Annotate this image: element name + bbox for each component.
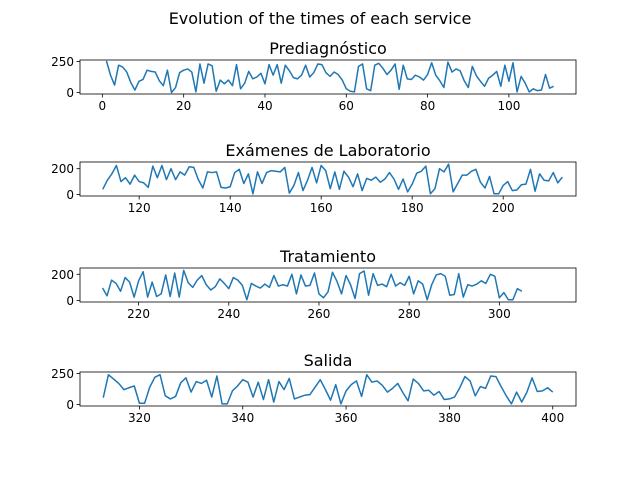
x-tick-label: 240 <box>217 307 240 321</box>
series-line <box>105 60 554 94</box>
figure-suptitle: Evolution of the times of each service <box>169 9 472 28</box>
y-tick-label: 0 <box>66 86 74 100</box>
x-tick-label: 360 <box>335 411 358 425</box>
x-tick-label: 260 <box>308 307 331 321</box>
series-line <box>101 269 523 301</box>
x-tick-label: 280 <box>398 307 421 321</box>
y-tick-label: 0 <box>66 294 74 308</box>
y-tick-label: 200 <box>51 162 74 176</box>
subplot-3: Tratamiento 220 240 260 280 300 0 200 <box>51 247 577 321</box>
x-tick-label: 400 <box>541 411 564 425</box>
series-line <box>102 163 563 195</box>
subplot-title: Tratamiento <box>279 247 376 266</box>
x-tick-label: 40 <box>257 99 272 113</box>
y-tick-label: 250 <box>51 55 74 69</box>
subplot-2: Exámenes de Laboratorio 120 140 160 180 200 0 2… <box>51 141 577 215</box>
x-tick-label: 20 <box>176 99 191 113</box>
y-tick-label: 0 <box>66 398 74 412</box>
y-tick-label: 250 <box>51 367 74 381</box>
subplot-panels: Prediagnóstico 0 20 40 60 80 100 0 250 Exámenes d… <box>51 39 577 425</box>
x-tick-label: 300 <box>488 307 511 321</box>
x-tick-label: 320 <box>128 411 151 425</box>
subplot-1: Prediagnóstico 0 20 40 60 80 100 0 250 <box>51 39 577 113</box>
axes-frame <box>79 267 577 303</box>
x-tick-label: 0 <box>99 99 107 113</box>
x-tick-label: 200 <box>492 201 515 215</box>
x-tick-label: 340 <box>231 411 254 425</box>
subplot-title: Salida <box>304 351 353 370</box>
series-line <box>102 373 554 405</box>
x-tick-label: 80 <box>420 99 435 113</box>
axes-frame <box>79 371 577 407</box>
y-tick-label: 0 <box>66 188 74 202</box>
x-tick-label: 220 <box>127 307 150 321</box>
x-tick-label: 160 <box>310 201 333 215</box>
x-tick-label: 120 <box>128 201 151 215</box>
subplot-title: Prediagnóstico <box>269 39 387 58</box>
subplot-4: Salida 320 340 360 380 400 0 250 <box>51 351 577 425</box>
x-tick-label: 60 <box>339 99 354 113</box>
subplot-title: Exámenes de Laboratorio <box>225 141 430 160</box>
x-tick-label: 140 <box>219 201 242 215</box>
y-tick-label: 200 <box>51 268 74 282</box>
x-tick-label: 180 <box>401 201 424 215</box>
x-tick-label: 100 <box>497 99 520 113</box>
axes-frame <box>79 161 577 197</box>
x-tick-label: 380 <box>438 411 461 425</box>
axes-frame <box>79 59 577 95</box>
